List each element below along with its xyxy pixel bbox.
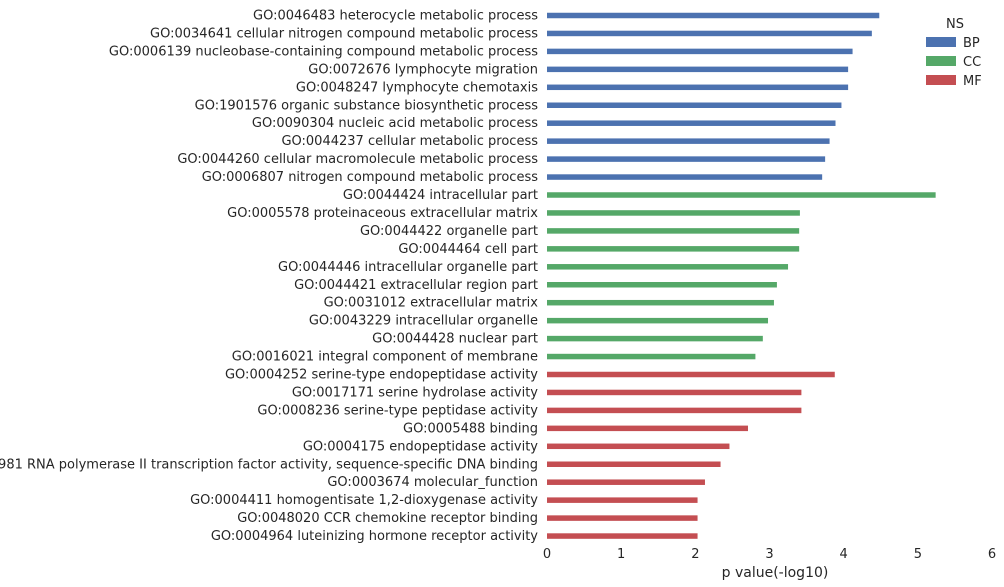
category-label: GO:0044446 intracellular organelle part: [278, 260, 538, 275]
category-label: GO:0044237 cellular metabolic process: [281, 134, 538, 149]
category-label: GO:0044424 intracellular part: [343, 188, 538, 203]
x-tick-label: 3: [765, 547, 773, 562]
legend-swatch: [926, 75, 956, 85]
legend: NS BP CC MF: [926, 17, 982, 89]
x-axis-ticks: 0 1 2 3 4 5 6: [543, 547, 996, 562]
bar: [547, 156, 826, 162]
category-label: GO:0048020 CCR chemokine receptor bindin…: [237, 511, 538, 526]
bar: [547, 389, 802, 396]
bar: [547, 299, 774, 306]
category-label: GO:0044260 cellular macromolecule metabo…: [177, 152, 538, 167]
category-label: GO:0017171 serine hydrolase activity: [292, 385, 538, 400]
x-tick-label: 0: [543, 547, 551, 562]
category-label: GO:0072676 lymphocyte migration: [308, 62, 538, 77]
bar: [547, 84, 849, 91]
category-label: GO:0006139 nucleobase-containing compoun…: [109, 44, 538, 59]
bars: [547, 12, 936, 539]
legend-label: MF: [963, 74, 982, 89]
bar: [547, 407, 802, 414]
category-label: GO:0016021 integral component of membran…: [232, 350, 538, 365]
bar: [547, 282, 777, 288]
bar: [547, 210, 800, 216]
category-label: GO:0044464 cell part: [398, 242, 538, 257]
bar: [547, 174, 823, 180]
category-label: GO:0004252 serine-type endopeptidase act…: [225, 368, 538, 383]
category-label: GO:0043229 intracellular organelle: [309, 314, 538, 329]
category-label: GO:0005488 binding: [403, 421, 538, 436]
bar: [547, 371, 835, 378]
bar: [547, 246, 800, 252]
category-label: GO:0000981 RNA polymerase II transcripti…: [0, 457, 538, 472]
x-tick-label: 2: [691, 547, 699, 562]
category-label: GO:0005578 proteinaceous extracellular m…: [227, 206, 538, 221]
category-label: GO:0008236 serine-type peptidase activit…: [257, 403, 538, 418]
legend-title: NS: [946, 17, 964, 32]
bar: [547, 48, 853, 55]
bar: [547, 12, 880, 19]
bar: [547, 138, 830, 144]
category-label: GO:0044422 organelle part: [360, 224, 538, 239]
bar: [547, 335, 763, 342]
bar: [547, 533, 698, 539]
category-label: GO:0004964 luteinizing hormone receptor …: [211, 529, 538, 544]
legend-swatch: [926, 56, 956, 66]
category-label: GO:0046483 heterocycle metabolic process: [253, 9, 538, 24]
category-label: GO:0034641 cellular nitrogen compound me…: [150, 26, 538, 41]
x-tick-label: 6: [988, 547, 996, 562]
bar: [547, 443, 730, 450]
legend-items: BP CC MF: [926, 36, 982, 89]
bar: [547, 353, 756, 360]
category-label: GO:0044428 nuclear part: [372, 332, 538, 347]
category-label: GO:0004175 endopeptidase activity: [303, 439, 538, 454]
legend-label: CC: [963, 55, 981, 70]
category-label: GO:0044421 extracellular region part: [294, 278, 538, 293]
x-tick-label: 5: [914, 547, 922, 562]
category-label: GO:0003674 molecular_function: [327, 475, 538, 490]
bar: [547, 30, 872, 37]
bar: [547, 479, 705, 485]
bar: [547, 228, 800, 234]
bar: [547, 497, 698, 503]
category-label: GO:0004411 homogentisate 1,2-dioxygenase…: [190, 493, 538, 508]
category-label: GO:1901576 organic substance biosyntheti…: [195, 98, 539, 113]
bar: [547, 264, 789, 270]
legend-swatch: [926, 37, 956, 47]
bar: [547, 461, 721, 467]
category-labels: GO:0046483 heterocycle metabolic process…: [0, 9, 538, 545]
bar: [547, 66, 849, 73]
category-label: GO:0031012 extracellular matrix: [324, 296, 539, 311]
bar: [547, 425, 748, 432]
x-axis-title: p value(-log10): [722, 565, 829, 581]
bar: [547, 192, 936, 198]
category-label: GO:0048247 lymphocyte chemotaxis: [296, 80, 538, 95]
x-tick-label: 1: [617, 547, 625, 562]
bar: [547, 120, 836, 126]
x-tick-label: 4: [840, 547, 848, 562]
category-label: GO:0090304 nucleic acid metabolic proces…: [252, 116, 538, 131]
category-label: GO:0006807 nitrogen compound metabolic p…: [202, 170, 539, 185]
bar: [547, 102, 842, 108]
bar: [547, 317, 769, 324]
bar: [547, 515, 698, 521]
legend-label: BP: [963, 36, 980, 51]
